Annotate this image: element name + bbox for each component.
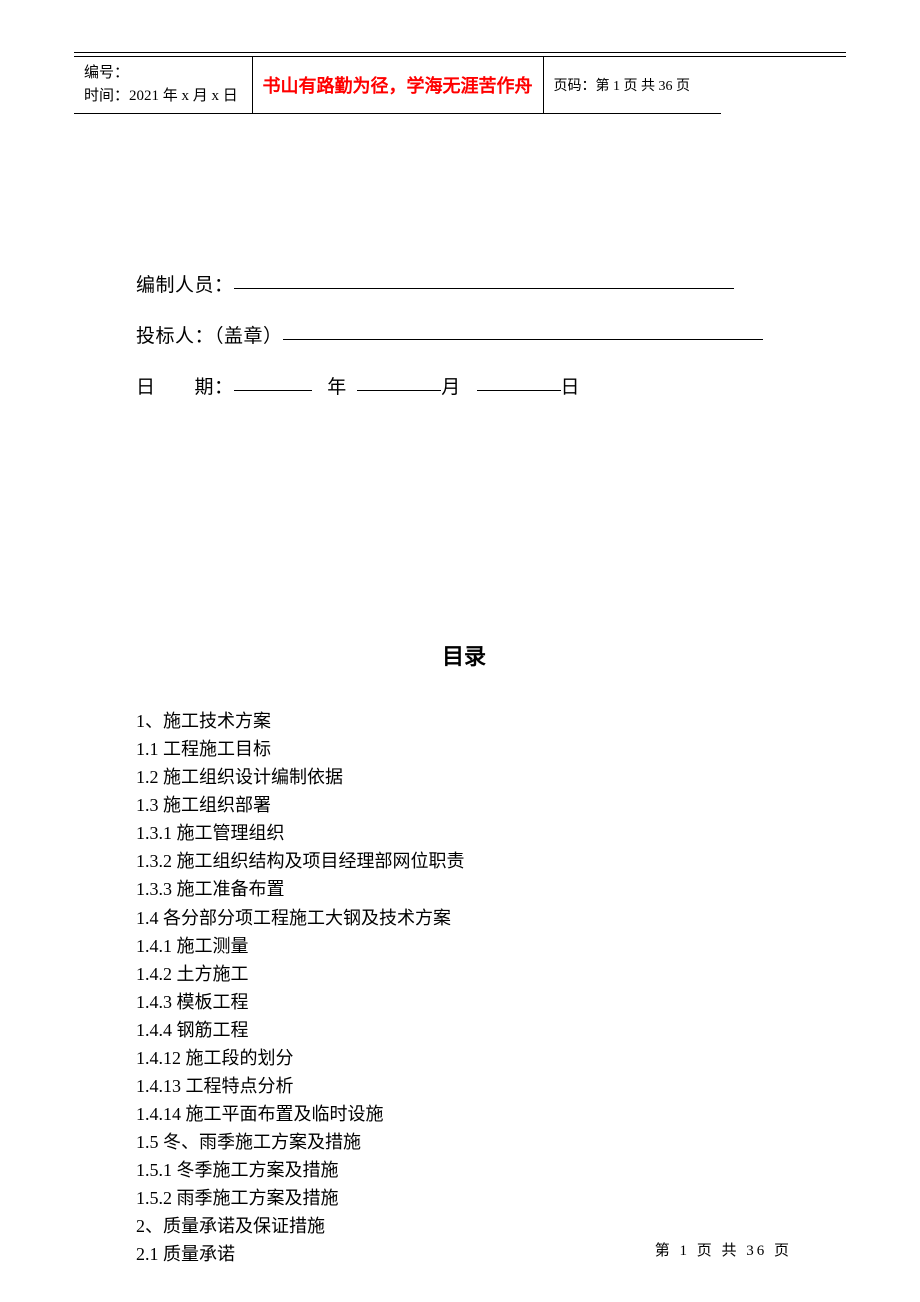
toc-list: 1、施工技术方案 1.1 工程施工目标 1.2 施工组织设计编制依据 1.3 施… bbox=[136, 707, 792, 1269]
month-unit: 月 bbox=[441, 377, 461, 398]
header-motto: 书山有路勤为径，学海无涯苦作舟 bbox=[263, 76, 533, 96]
day-unit: 日 bbox=[561, 377, 581, 398]
toc-item: 1.4.2 土方施工 bbox=[136, 960, 792, 988]
toc-item: 1.2 施工组织设计编制依据 bbox=[136, 763, 792, 791]
toc-item: 1.4.3 模板工程 bbox=[136, 988, 792, 1016]
toc-item: 1.4.4 钢筋工程 bbox=[136, 1016, 792, 1044]
bidder-line: 投标人：（盖章） bbox=[136, 321, 792, 348]
page-footer: 第 1 页 共 36 页 bbox=[655, 1239, 792, 1260]
date-label: 日 期： bbox=[136, 377, 234, 398]
header-left-cell: 编号： 时间：2021 年 x 月 x 日 bbox=[74, 56, 252, 114]
year-blank bbox=[234, 390, 312, 391]
toc-item: 1.5.2 雨季施工方案及措施 bbox=[136, 1184, 792, 1212]
toc-item: 1.1 工程施工目标 bbox=[136, 735, 792, 763]
toc-item: 1.4.14 施工平面布置及临时设施 bbox=[136, 1100, 792, 1128]
header-serial-label: 编号： bbox=[84, 62, 242, 85]
toc-item: 1.4.1 施工测量 bbox=[136, 932, 792, 960]
page-content: 编制人员： 投标人：（盖章） 日 期： 年 月 日 目录 1、施工技术方案 1.… bbox=[136, 270, 792, 1269]
toc-item: 1.4.13 工程特点分析 bbox=[136, 1072, 792, 1100]
toc-item: 1.4.12 施工段的划分 bbox=[136, 1044, 792, 1072]
toc-item: 1.3 施工组织部署 bbox=[136, 791, 792, 819]
date-line: 日 期： 年 月 日 bbox=[136, 372, 792, 399]
toc-item: 1.3.3 施工准备布置 bbox=[136, 875, 792, 903]
toc-item: 1.3.2 施工组织结构及项目经理部网位职责 bbox=[136, 847, 792, 875]
toc-item: 1、施工技术方案 bbox=[136, 707, 792, 735]
toc-item: 1.5 冬、雨季施工方案及措施 bbox=[136, 1128, 792, 1156]
toc-heading: 目录 bbox=[136, 639, 792, 671]
year-unit: 年 bbox=[327, 377, 347, 398]
day-blank bbox=[477, 390, 561, 391]
month-blank bbox=[357, 390, 441, 391]
author-label: 编制人员： bbox=[136, 275, 234, 296]
header-rule-top bbox=[74, 52, 846, 53]
header-right-cell: 页码：第 1 页 共 36 页 bbox=[543, 56, 721, 114]
header-center-cell: 书山有路勤为径，学海无涯苦作舟 bbox=[252, 56, 543, 114]
toc-item: 1.5.1 冬季施工方案及措施 bbox=[136, 1156, 792, 1184]
header-date-label: 时间：2021 年 x 月 x 日 bbox=[84, 85, 242, 108]
toc-item: 1.3.1 施工管理组织 bbox=[136, 819, 792, 847]
author-line: 编制人员： bbox=[136, 270, 792, 297]
header-table: 编号： 时间：2021 年 x 月 x 日 书山有路勤为径，学海无涯苦作舟 页码… bbox=[74, 56, 721, 114]
header-page-code: 页码：第 1 页 共 36 页 bbox=[554, 79, 691, 94]
author-blank bbox=[234, 288, 734, 289]
bidder-label: 投标人：（盖章） bbox=[136, 326, 283, 347]
toc-item: 2、质量承诺及保证措施 bbox=[136, 1212, 792, 1240]
bidder-blank bbox=[283, 339, 763, 340]
toc-item: 1.4 各分部分项工程施工大钢及技术方案 bbox=[136, 904, 792, 932]
